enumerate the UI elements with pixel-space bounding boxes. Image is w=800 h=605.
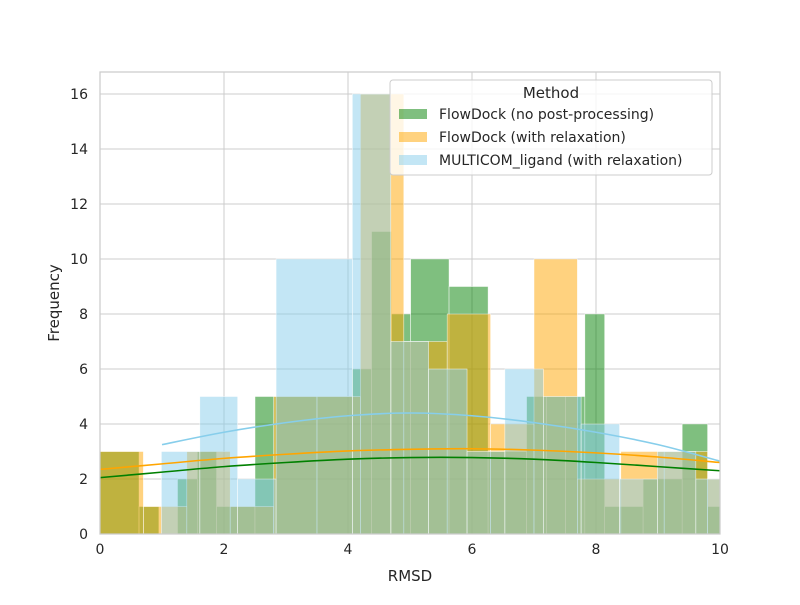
legend-swatch-multicom-relaxation bbox=[399, 155, 427, 165]
histogram-bar-series-2 bbox=[199, 396, 238, 535]
y-tick-label: 4 bbox=[79, 417, 88, 433]
y-tick-label: 14 bbox=[70, 142, 88, 158]
x-tick-label: 6 bbox=[468, 542, 477, 558]
histogram-bar-series-2 bbox=[352, 93, 392, 535]
legend-label-multicom-relaxation: MULTICOM_ligand (with relaxation) bbox=[439, 153, 683, 169]
legend-label-flowdock-relaxation: FlowDock (with relaxation) bbox=[439, 130, 626, 146]
legend-swatch-flowdock-no-post bbox=[399, 109, 427, 119]
histogram-bar-series-2 bbox=[542, 396, 582, 535]
legend-title: Method bbox=[523, 84, 579, 102]
legend: Method FlowDock (no post-processing) Flo… bbox=[389, 79, 713, 176]
ticks-layer: 0 2 4 6 8 10 0 2 4 6 8 10 12 14 16 bbox=[70, 87, 729, 558]
x-tick-label: 8 bbox=[592, 542, 601, 558]
histogram-bar-series-2 bbox=[580, 423, 620, 535]
y-tick-label: 10 bbox=[70, 252, 88, 268]
kde-curve-series-0 bbox=[99, 456, 721, 479]
y-tick-label: 2 bbox=[79, 472, 88, 488]
histogram-bar-series-2 bbox=[657, 451, 697, 535]
histogram-bar-series-2 bbox=[695, 478, 721, 535]
y-tick-label: 16 bbox=[70, 87, 88, 103]
legend-label-flowdock-no-post: FlowDock (no post-processing) bbox=[439, 107, 654, 123]
y-tick-label: 12 bbox=[70, 197, 88, 213]
x-tick-label: 2 bbox=[220, 542, 229, 558]
plot-frame bbox=[99, 71, 721, 535]
x-tick-label: 10 bbox=[711, 542, 729, 558]
y-tick-label: 6 bbox=[79, 362, 88, 378]
histogram-bar-series-2 bbox=[390, 341, 429, 535]
histogram-bar-series-2 bbox=[237, 478, 277, 535]
kde-curve-series-2 bbox=[161, 412, 721, 462]
bars-layer bbox=[99, 93, 721, 535]
x-tick-label: 4 bbox=[344, 542, 353, 558]
x-tick-label: 0 bbox=[96, 542, 105, 558]
kde-curve-series-1 bbox=[99, 447, 721, 471]
y-tick-label: 8 bbox=[79, 307, 88, 323]
legend-box bbox=[389, 79, 713, 176]
y-tick-label: 0 bbox=[79, 527, 88, 543]
y-axis-label: Frequency bbox=[45, 264, 63, 342]
histogram-bar-series-2 bbox=[619, 478, 658, 535]
x-axis-label: RMSD bbox=[388, 567, 432, 585]
kde-layer bbox=[99, 412, 721, 479]
histogram-bar-series-2 bbox=[428, 368, 468, 535]
histogram-bar-series-1 bbox=[99, 451, 144, 535]
histogram-bar-series-2 bbox=[504, 368, 544, 535]
legend-swatch-flowdock-relaxation bbox=[399, 132, 427, 142]
histogram-bar-series-2 bbox=[275, 258, 353, 535]
histogram-bar-series-2 bbox=[466, 451, 506, 535]
